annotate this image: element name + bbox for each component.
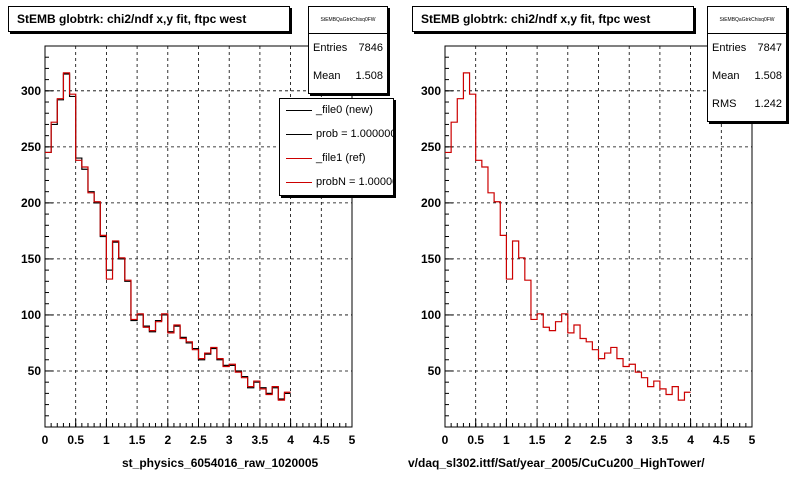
x-tick-label: 0 [42,433,49,447]
x-tick-label: 4 [287,433,294,447]
right-stats-box: StEMBQaGtrkChisq0FW Entries 7847 Mean 1.50… [707,6,787,122]
legend-label-prob: prob = 1.000000 [316,128,394,140]
left-plot-title: StEMB globtrk: chi2/ndf x,y fit, ftpc we… [8,6,290,32]
x-tick-label: 1 [103,433,110,447]
legend-label-file1: _file1 (ref) [316,152,366,164]
legend-entry-file0: _file0 (new) [280,99,393,121]
x-tick-label: 4.5 [313,433,330,447]
x-tick-label: 3 [626,433,633,447]
right-x-title: v/daq_sl302.ittf/Sat/year_2005/CuCu200_H… [408,456,705,470]
histogram-series-1 [45,72,291,401]
right-stats-mean: 1.508 [754,70,782,82]
legend-label-probn: probN = 1.000000 [316,176,393,188]
x-tick-label: 1 [503,433,510,447]
y-tick-label: 300 [21,84,41,98]
y-tick-label: 200 [21,196,41,210]
legend-entry-prob: prob = 1.000000 [280,123,394,145]
x-tick-label: 0.5 [67,433,84,447]
right-plot: 0 0.5 1 1.5 2 2.5 3 3.5 4 4.5 5 50 100 150 200 250 300 [421,45,756,447]
right-stats-rms: 1.242 [754,98,782,110]
x-tick-label: 3 [226,433,233,447]
left-stats-name: StEMBQaGtrkChisq0FW [309,7,387,34]
x-tick-label: 1.5 [129,433,146,447]
left-x-title: st_physics_6054016_raw_1020005 [122,456,319,470]
y-tick-label: 100 [21,308,41,322]
left-stats-entries: 7846 [358,42,383,54]
right-stats-entries-label: Entries [712,42,747,54]
x-tick-label: 2 [164,433,171,447]
y-tick-label: 150 [21,252,41,266]
y-tick-label: 200 [421,196,441,210]
histogram-series-0 [445,72,691,401]
y-tick-label: 50 [428,364,442,378]
right-plot-title: StEMB globtrk: chi2/ndf x,y fit, ftpc we… [412,6,694,32]
left-legend: _file0 (new) prob = 1.000000 _file1 (ref… [279,98,394,196]
legend-label-file0: _file0 (new) [316,104,373,116]
x-tick-label: 5 [349,433,356,447]
right-stats-name: StEMBQaGtrkChisq0FW [708,7,786,34]
left-stats-entries-label: Entries [313,42,348,54]
legend-line-prob [286,133,312,135]
legend-entry-file1: _file1 (ref) [280,147,393,169]
legend-entry-probn: probN = 1.000000 [280,171,393,193]
y-tick-label: 250 [421,140,441,154]
plot-frame [444,45,753,428]
left-stats-box: StEMBQaGtrkChisq0FW Entries 7846 Mean 1.50… [308,6,388,94]
y-tick-label: 300 [421,84,441,98]
x-tick-label: 3.5 [652,433,669,447]
x-tick-label: 0 [442,433,449,447]
y-tick-label: 50 [28,364,42,378]
y-tick-label: 150 [421,252,441,266]
x-tick-label: 4.5 [713,433,730,447]
y-tick-label: 250 [21,140,41,154]
x-tick-label: 1.5 [529,433,546,447]
right-stats-rms-label: RMS [712,98,737,110]
y-tick-label: 100 [421,308,441,322]
x-tick-label: 2.5 [190,433,207,447]
x-tick-label: 2 [564,433,571,447]
x-tick-label: 5 [749,433,756,447]
x-tick-label: 3.5 [252,433,269,447]
right-stats-entries: 7847 [757,42,782,54]
legend-line-probn [286,181,312,183]
left-stats-mean-label: Mean [313,70,341,82]
x-tick-label: 0.5 [467,433,484,447]
legend-line-file0 [286,109,312,111]
x-tick-label: 2.5 [590,433,607,447]
right-stats-mean-label: Mean [712,70,740,82]
x-tick-label: 4 [687,433,694,447]
left-stats-mean: 1.508 [355,70,383,82]
legend-line-file1 [286,157,312,159]
